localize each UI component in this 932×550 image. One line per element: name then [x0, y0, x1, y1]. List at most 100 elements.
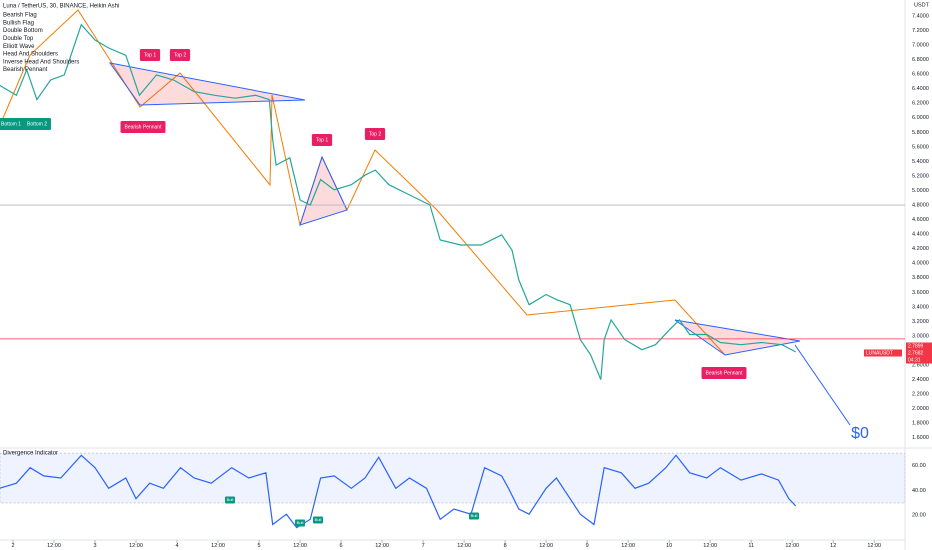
y-tick-label: 60.00 [912, 463, 926, 469]
y-tick-label: 7.0000 [912, 43, 929, 49]
y-tick-label: 1.6000 [912, 435, 929, 441]
y-tick-label: 2.0000 [912, 406, 929, 412]
legend-item: Head And Shoulders [3, 52, 58, 58]
annotation-box [0, 118, 26, 130]
y-tick-label: 2.2000 [912, 392, 929, 398]
x-tick-label: 12:00 [375, 543, 389, 549]
annotation-label: Top 2 [369, 131, 381, 137]
y-tick-label: 6.4000 [912, 86, 929, 92]
y-tick-label: 5.4000 [912, 159, 929, 165]
y-tick-label: 1.8000 [912, 421, 929, 427]
y-tick-label: 6.6000 [912, 72, 929, 78]
annotation-box [311, 134, 333, 146]
legend-item: Elliott Wave [3, 44, 35, 50]
x-tick-label: 12:00 [293, 543, 307, 549]
x-tick-label: 7 [422, 543, 425, 549]
y-tick-label: 7.2000 [912, 28, 929, 34]
annotation: Top 1 [311, 134, 333, 146]
y-tick-label: 2.4000 [912, 377, 929, 383]
x-tick-label: 12:00 [785, 543, 799, 549]
annotation-box [120, 121, 166, 133]
annotation: Bearish Pennant [701, 367, 747, 379]
y-tick-label: 5.0000 [912, 188, 929, 194]
x-tick-label: 12:00 [47, 543, 61, 549]
annotation-label: Bottom 2 [27, 121, 47, 127]
y-tick-label: 4.6000 [912, 217, 929, 223]
y-axis-label: USDT [914, 2, 930, 8]
x-tick-label: 12:00 [457, 543, 471, 549]
y-tick-label: 20.00 [912, 513, 926, 519]
x-tick-label: 12:00 [867, 543, 881, 549]
series-line [0, 454, 797, 529]
price-tag: 04:31 [908, 357, 921, 363]
y-tick-label: 3.6000 [912, 290, 929, 296]
annotation-label: Top 1 [316, 137, 328, 143]
x-tick-label: 8 [504, 543, 507, 549]
x-tick-label: 12:00 [539, 543, 553, 549]
y-tick-label: 5.8000 [912, 130, 929, 136]
y-tick-label: 6.0000 [912, 115, 929, 121]
y-tick-label: 3.0000 [912, 333, 929, 339]
annotation-box [139, 49, 161, 61]
annotation-label: Bearish Pennant [125, 124, 163, 130]
legend-item: Bearish Pennant [3, 67, 48, 73]
x-tick-label: 5 [258, 543, 261, 549]
annotation-box [701, 367, 747, 379]
bull-tag: Bull [471, 513, 478, 518]
x-tick-label: 10 [666, 543, 672, 549]
series-line [0, 23, 796, 380]
y-tick-label: 4.8000 [912, 203, 929, 209]
price-tag: LUNAUSDT [866, 350, 893, 356]
y-tick-label: 6.2000 [912, 101, 929, 107]
y-tick-label: 4.2000 [912, 246, 929, 252]
legend-item: Inverse Head And Shoulders [3, 59, 79, 65]
y-tick-label: 5.2000 [912, 173, 929, 179]
y-tick-label: 3.8000 [912, 275, 929, 281]
annotation-label: Bottom 1 [1, 121, 21, 127]
annotation: Top 2 [364, 128, 386, 140]
annotation: Top 1 [139, 49, 161, 61]
x-tick-label: 6 [340, 543, 343, 549]
y-tick-label: 2.6000 [912, 362, 929, 368]
x-tick-label: 11 [748, 543, 754, 549]
bull-tag-box [313, 516, 323, 524]
price-tag: 2.7899 [908, 343, 924, 349]
annotation-label: $0 [851, 425, 869, 442]
legend-item: Bullish Flag [3, 20, 34, 26]
indicator-band [0, 452, 906, 504]
bull-tag-box [295, 519, 305, 527]
price-tag-box [864, 349, 902, 357]
pennant-shapes [108, 62, 801, 356]
x-tick-label: 3 [93, 543, 96, 549]
y-tick-label: 4.0000 [912, 261, 929, 267]
y-tick-label: 7.4000 [912, 13, 929, 19]
y-tick-label: 6.8000 [912, 57, 929, 63]
price-tag: 2.7682 [908, 350, 924, 356]
bull-tag: Bull [315, 517, 322, 522]
x-tick-label: 4 [176, 543, 179, 549]
bull-tag: Bull [227, 497, 234, 502]
legend-item: Bearish Flag [3, 13, 37, 19]
x-tick-label: 12:00 [129, 543, 143, 549]
y-tick-label: 3.2000 [912, 319, 929, 325]
annotation-label: Top 1 [144, 52, 156, 58]
annotation-box [364, 128, 386, 140]
y-tick-label: 3.4000 [912, 304, 929, 310]
y-tick-label: 5.6000 [912, 144, 929, 150]
x-tick-label: 12:00 [621, 543, 635, 549]
x-tick-label: 9 [586, 543, 589, 549]
annotation: Top 2 [169, 49, 191, 61]
price-tag-box [906, 342, 932, 350]
y-tick-label: 40.00 [912, 488, 926, 494]
bull-tag-box [225, 496, 235, 504]
x-tick-label: 12:00 [703, 543, 717, 549]
annotation: Bottom 2 [22, 118, 52, 130]
annotation: Bottom 1 [0, 118, 26, 130]
annotation: Bearish Pennant [120, 121, 166, 133]
annotation-label: Top 2 [174, 52, 186, 58]
chart-title: Luna / TetherUS, 30, BINANCE, Heikin Ash… [3, 4, 119, 10]
legend-item: Double Bottom [3, 28, 43, 34]
price-tag-box [906, 349, 932, 357]
